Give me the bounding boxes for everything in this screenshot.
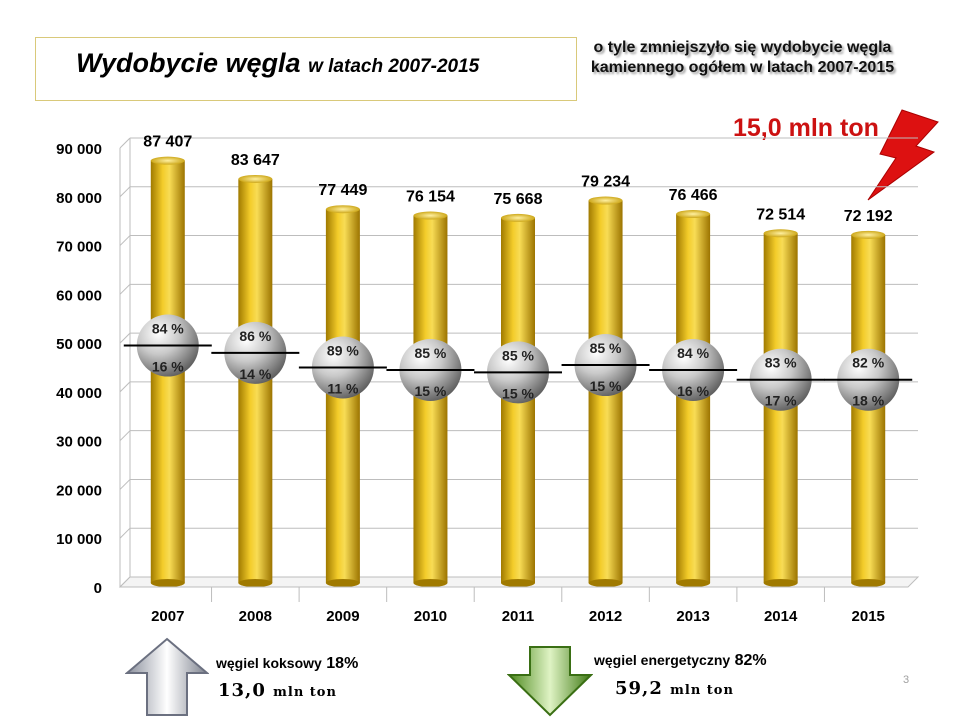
x-tick-label: 2012 [589, 608, 622, 625]
legend-energy: węgiel energetyczny 82% [594, 652, 767, 670]
gridline-depth [119, 235, 131, 246]
y-tick-label: 10 000 [56, 531, 102, 548]
value-label: 72 192 [844, 208, 893, 225]
legend-coking-label: węgiel koksowy [216, 655, 322, 671]
bar-base [763, 579, 798, 587]
bar-base [851, 579, 886, 587]
x-tick-label: 2010 [414, 608, 447, 625]
bar-top [238, 174, 273, 183]
legend-coking-tons-unit: mln ton [273, 685, 337, 700]
gridline-depth [119, 137, 131, 149]
bar-top [501, 213, 535, 222]
value-label: 75 668 [494, 191, 543, 208]
bar-base [501, 579, 535, 587]
y-tick-label: 50 000 [56, 336, 102, 353]
split-top-label: 85 % [590, 340, 622, 356]
x-tick-label: 2007 [151, 608, 184, 625]
legend-energy-tons-value: 59,2 [615, 678, 663, 699]
y-tick-label: 0 [94, 580, 102, 597]
bar-top [588, 196, 623, 205]
legend-energy-label: węgiel energetyczny [594, 652, 731, 668]
x-tick-label: 2008 [239, 608, 272, 625]
legend-energy-tons-unit: mln ton [670, 683, 734, 698]
split-bottom-label: 11 % [327, 381, 359, 397]
y-tick-label: 60 000 [56, 287, 102, 304]
decrease-note: o tyle zmniejszyło się wydobycie węgla k… [590, 39, 895, 76]
y-tick-label: 90 000 [56, 141, 102, 158]
legend-coking-tons: 13,0 mln ton [218, 680, 337, 701]
bar-top [851, 230, 886, 239]
value-label: 72 514 [756, 206, 805, 223]
chart-title: Wydobycie węgla w latach 2007-2015 [76, 48, 479, 79]
legend-energy-tons: 59,2 mln ton [615, 678, 734, 699]
bar-top [325, 205, 360, 214]
bar-top [763, 229, 798, 238]
value-label: 76 466 [669, 187, 718, 204]
split-bottom-label: 17 % [765, 393, 797, 409]
bar-base [238, 579, 273, 587]
split-top-label: 84 % [152, 321, 184, 337]
decrease-value: 15,0 mln ton [733, 114, 879, 142]
y-tick-label: 20 000 [56, 482, 102, 499]
value-label: 77 449 [318, 182, 367, 199]
y-tick-label: 40 000 [56, 385, 102, 402]
split-top-label: 89 % [327, 343, 359, 359]
gridline-depth [119, 381, 131, 393]
title-main-text: Wydobycie węgla [76, 48, 301, 78]
page-number: 3 [903, 674, 910, 686]
bar-top [413, 211, 448, 220]
bar-base [413, 579, 448, 587]
lightning-bolt-icon [867, 109, 939, 201]
value-label: 79 234 [581, 174, 630, 191]
value-label: 87 407 [143, 134, 192, 151]
split-bottom-label: 15 % [502, 385, 534, 401]
x-tick-label: 2011 [502, 608, 535, 625]
split-bottom-label: 15 % [590, 378, 622, 394]
bar-base [588, 579, 623, 587]
gridline-depth [119, 283, 131, 295]
split-bottom-label: 16 % [152, 359, 184, 375]
gridline-depth [119, 430, 131, 442]
bar-base [676, 579, 711, 587]
bar-top [676, 210, 711, 219]
x-tick-label: 2014 [764, 608, 798, 625]
up-arrow-icon [125, 637, 209, 716]
legend-coking-tons-value: 13,0 [218, 680, 266, 701]
split-bottom-label: 14 % [239, 366, 271, 382]
split-top-label: 85 % [414, 345, 446, 361]
y-tick-label: 30 000 [56, 434, 102, 451]
x-tick-label: 2009 [326, 608, 359, 625]
gridline-depth [119, 332, 131, 344]
bar-base [150, 579, 185, 587]
split-bottom-label: 15 % [414, 383, 446, 399]
split-bottom-label: 16 % [677, 383, 709, 399]
legend-coking-percent: 18% [326, 655, 359, 672]
x-tick-label: 2013 [676, 608, 709, 625]
gridline-depth [119, 186, 131, 198]
gridline-depth [119, 479, 131, 490]
legend-coking: węgiel koksowy 18% [216, 655, 358, 673]
legend-energy-percent: 82% [734, 652, 767, 669]
value-label: 76 154 [406, 189, 455, 206]
bar-base [325, 579, 360, 587]
title-box: Wydobycie węgla w latach 2007-2015 [35, 37, 577, 101]
down-arrow-icon [507, 646, 593, 717]
split-top-label: 85 % [502, 347, 534, 363]
split-bottom-label: 18 % [852, 393, 884, 409]
split-top-label: 84 % [677, 345, 709, 361]
title-subtitle: w latach 2007-2015 [308, 56, 480, 77]
y-tick-label: 70 000 [56, 239, 102, 256]
split-top-label: 83 % [765, 355, 797, 371]
value-label: 83 647 [231, 152, 280, 169]
y-tick-label: 80 000 [56, 190, 102, 207]
gridline-depth [119, 527, 131, 539]
split-top-label: 82 % [852, 355, 884, 371]
bar-top [150, 156, 185, 165]
x-tick-label: 2015 [852, 608, 885, 625]
split-top-label: 86 % [239, 328, 271, 344]
